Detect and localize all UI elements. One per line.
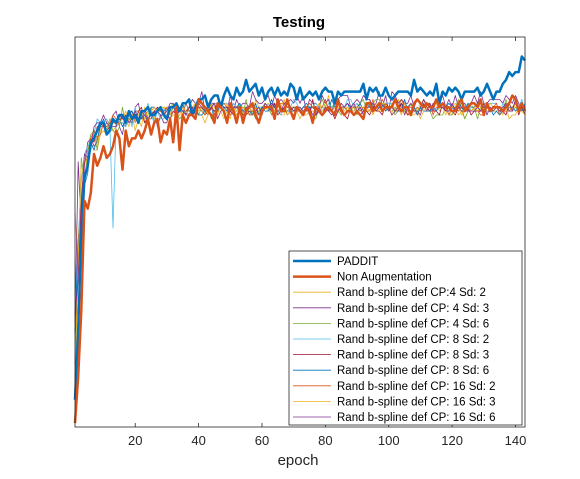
legend-box	[288, 250, 523, 426]
series-layer	[73, 55, 527, 424]
legend-label-8: Rand b-spline def CP: 8 Sd: 6	[337, 365, 489, 377]
x-tick-label: 20	[128, 433, 142, 448]
x-tick-label: 120	[441, 433, 463, 448]
series-line-2	[73, 94, 527, 424]
x-tick-label: 140	[505, 433, 527, 448]
legend-label-10: Rand b-spline def CP: 16 Sd: 3	[337, 396, 496, 408]
legend-label-9: Rand b-spline def CP: 16 Sd: 2	[337, 381, 496, 393]
legend-label-2: Non Augmentation	[337, 272, 432, 284]
legend-label-6: Rand b-spline def CP: 8 Sd: 2	[337, 334, 489, 346]
x-tick-label: 40	[191, 433, 205, 448]
legend-label-11: Rand b-spline def CP: 16 Sd: 6	[337, 412, 496, 424]
x-axis-ticks: 20 40 60 80 100 120 140	[128, 37, 526, 448]
legend-label-3: Rand b-spline def CP:4 Sd: 2	[337, 287, 486, 299]
x-tick-label: 80	[318, 433, 332, 448]
x-axis-label: epoch	[278, 452, 319, 469]
legend-label-1: PADDIT	[337, 256, 378, 268]
series-line-1	[73, 55, 526, 400]
legend-entries: PADDIT Non Augmentation Rand b-spline def …	[293, 256, 496, 424]
axes-box	[74, 36, 526, 428]
chart-title: Testing	[273, 14, 325, 31]
legend: PADDIT Non Augmentation Rand b-spline def …	[288, 250, 523, 426]
x-tick-label: 100	[378, 433, 400, 448]
legend-label-7: Rand b-spline def CP: 8 Sd: 3	[337, 350, 489, 362]
x-tick-label: 60	[255, 433, 269, 448]
legend-label-4: Rand b-spline def CP: 4 Sd: 3	[337, 303, 489, 315]
legend-label-5: Rand b-spline def CP: 4 Sd: 6	[337, 318, 489, 330]
